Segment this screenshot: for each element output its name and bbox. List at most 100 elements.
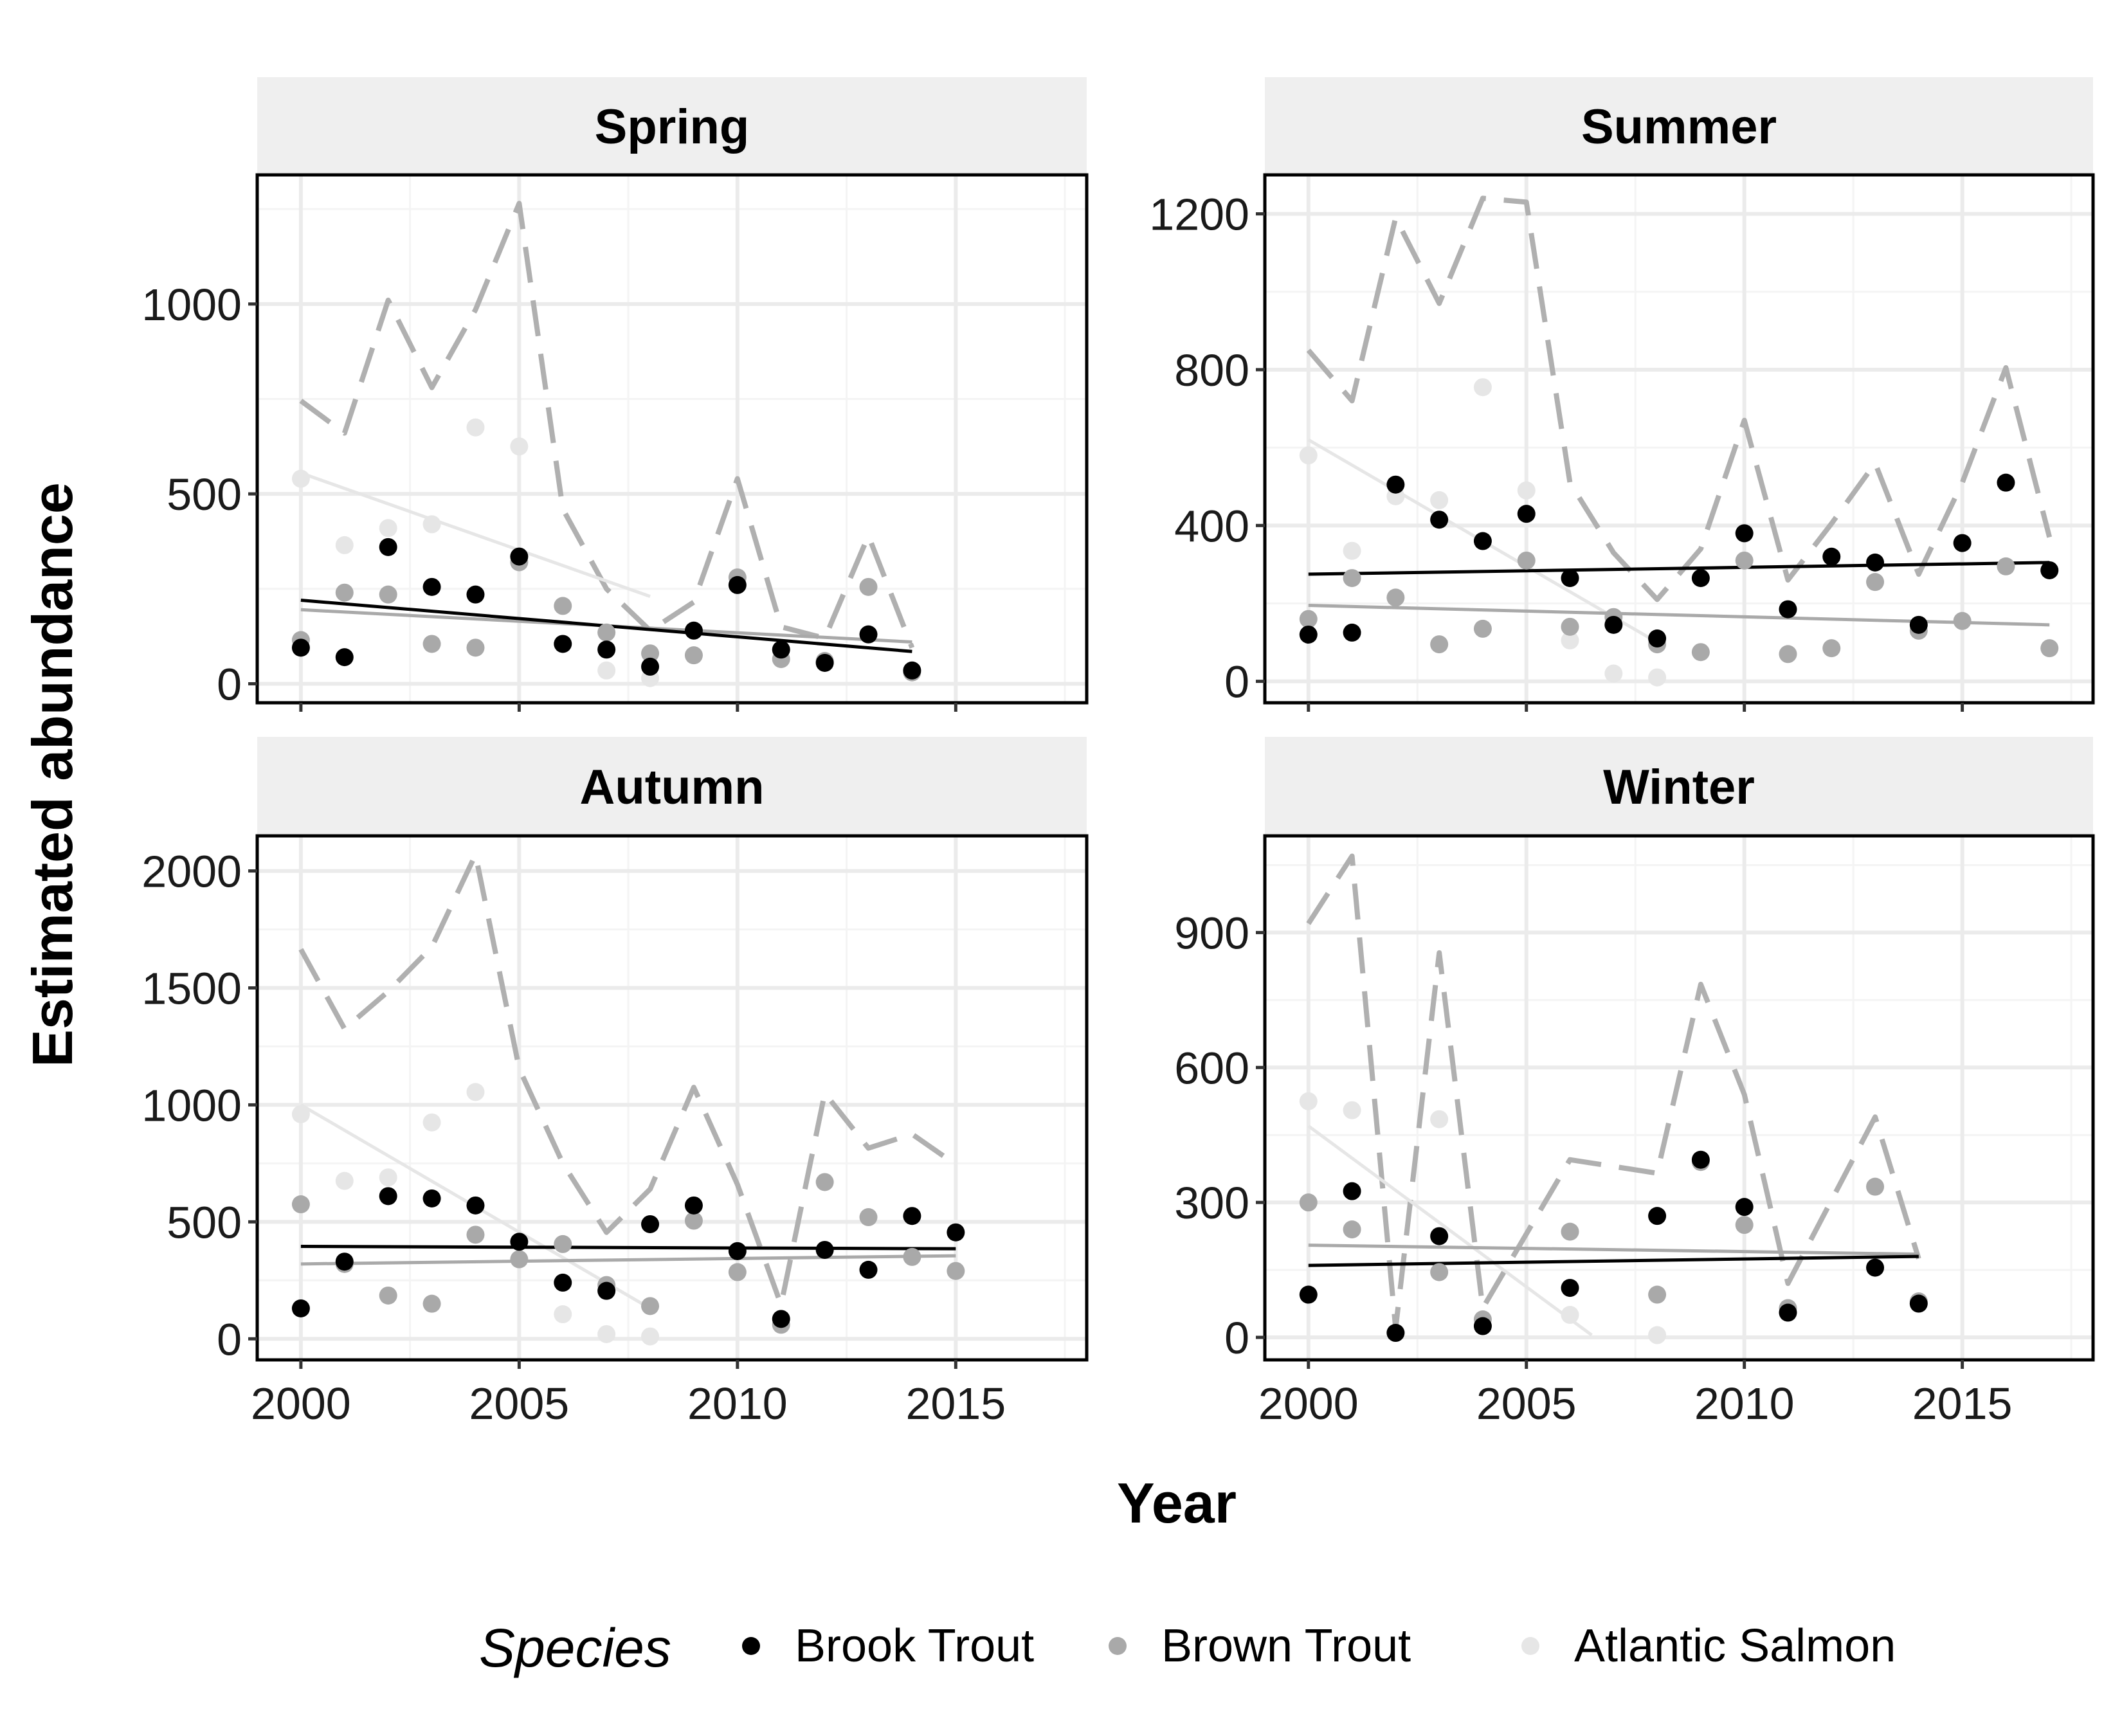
point-brown-trout-2017 — [2040, 639, 2059, 658]
point-brook-trout-2013 — [1866, 553, 1885, 572]
point-brook-trout-2012 — [815, 1240, 834, 1259]
point-brook-trout-2002 — [379, 538, 397, 556]
point-brown-trout-2008 — [641, 644, 660, 663]
point-atlantic-salmon-2007 — [1604, 664, 1623, 683]
grid-summer — [1265, 175, 2093, 703]
point-brook-trout-2001 — [335, 648, 354, 667]
point-brown-trout-2015 — [1953, 611, 1972, 630]
point-brook-trout-2003 — [422, 577, 441, 596]
point-brown-trout-2006 — [554, 597, 572, 615]
point-brown-trout-2008 — [1648, 1285, 1667, 1304]
point-brook-trout-2003 — [1430, 1227, 1449, 1245]
y-tick-label: 900 — [1174, 908, 1249, 958]
point-brown-trout-2006 — [1561, 617, 1579, 636]
point-brook-trout-2010 — [728, 1242, 747, 1260]
point-brook-trout-2005 — [510, 1233, 529, 1251]
point-brook-trout-2012 — [1822, 547, 1841, 566]
x-tick-label: 2015 — [1912, 1379, 2013, 1429]
point-brown-trout-2010 — [1735, 551, 1754, 570]
point-atlantic-salmon-2003 — [422, 515, 441, 534]
point-brook-trout-2006 — [1561, 1279, 1579, 1297]
point-brook-trout-2003 — [1430, 511, 1449, 529]
x-tick-label: 2000 — [1258, 1379, 1359, 1429]
point-brown-trout-2000 — [1299, 610, 1318, 628]
strip-title-autumn: Autumn — [579, 760, 764, 815]
point-brook-trout-2001 — [1343, 1182, 1361, 1200]
point-atlantic-salmon-2001 — [1343, 541, 1361, 560]
point-brown-trout-2009 — [684, 646, 703, 665]
x-tick-label: 2015 — [905, 1379, 1006, 1429]
point-brook-trout-2017 — [2040, 561, 2059, 579]
strip-summer — [1265, 77, 2093, 175]
point-brown-trout-2012 — [1822, 639, 1841, 658]
grid-autumn — [257, 836, 1087, 1360]
data-layer-summer — [1299, 195, 2059, 687]
point-brook-trout-2008 — [641, 1215, 660, 1233]
point-brown-trout-2004 — [466, 1225, 485, 1244]
point-brook-trout-2014 — [1909, 1294, 1928, 1313]
point-brown-trout-2010 — [728, 1263, 747, 1281]
point-brook-trout-2007 — [597, 640, 616, 659]
data-layer-spring — [291, 201, 921, 687]
point-brown-trout-2012 — [815, 1173, 834, 1191]
trend-line-brown-trout — [1308, 604, 2050, 627]
point-brown-trout-2002 — [379, 1286, 397, 1305]
strip-winter — [1265, 737, 2093, 836]
point-atlantic-salmon-2001 — [1343, 1101, 1361, 1119]
point-brook-trout-2005 — [510, 547, 529, 566]
point-atlantic-salmon-2000 — [1299, 1092, 1318, 1110]
total-abundance-line-autumn — [298, 852, 957, 1308]
point-brown-trout-2000 — [1299, 1193, 1318, 1212]
point-brook-trout-2011 — [772, 1310, 790, 1328]
point-brook-trout-2010 — [728, 575, 747, 594]
point-brook-trout-2014 — [903, 1207, 921, 1225]
point-brook-trout-2009 — [1691, 1150, 1710, 1169]
trend-line-brown-trout — [1308, 1243, 1919, 1256]
legend-entry-brown-trout: Brown Trout — [1109, 1620, 1411, 1672]
point-atlantic-salmon-2006 — [554, 1305, 572, 1324]
point-brown-trout-2001 — [1343, 1220, 1361, 1239]
point-brook-trout-2015 — [947, 1223, 965, 1242]
point-brown-trout-2003 — [1430, 1263, 1449, 1281]
strip-title-summer: Summer — [1581, 100, 1777, 154]
point-atlantic-salmon-2006 — [1561, 1306, 1579, 1325]
point-brown-trout-2013 — [859, 1208, 878, 1227]
point-brook-trout-2013 — [859, 1260, 878, 1279]
point-atlantic-salmon-2001 — [335, 536, 354, 554]
point-brook-trout-2012 — [815, 653, 834, 672]
point-atlantic-salmon-2000 — [1299, 446, 1318, 465]
y-tick-label: 300 — [1174, 1178, 1249, 1228]
point-brook-trout-2006 — [1561, 569, 1579, 588]
point-brook-trout-2004 — [466, 585, 485, 604]
trend-line-brown-trout — [300, 1254, 956, 1266]
legend-key-atlantic-salmon — [1521, 1637, 1539, 1655]
y-axis-title: Estimated abundance — [21, 482, 84, 1067]
point-atlantic-salmon-2002 — [379, 1168, 397, 1187]
y-tick-label: 1000 — [141, 1080, 242, 1130]
point-brown-trout-2007 — [597, 623, 616, 642]
point-atlantic-salmon-2000 — [291, 1105, 310, 1123]
point-atlantic-salmon-2007 — [597, 661, 616, 680]
point-brown-trout-2001 — [335, 583, 354, 602]
point-brown-trout-2002 — [1386, 588, 1405, 607]
point-brook-trout-2015 — [1953, 534, 1972, 552]
point-atlantic-salmon-2006 — [1561, 631, 1579, 650]
panel-winter: Winter 0 300 600 900 2000 2005 2010 2015 — [1174, 737, 2095, 1429]
point-atlantic-salmon-2007 — [597, 1325, 616, 1343]
point-brown-trout-2009 — [684, 1211, 703, 1230]
legend-entry-atlantic-salmon: Atlantic Salmon — [1521, 1620, 1896, 1672]
y-tick-label: 800 — [1174, 345, 1249, 395]
point-brook-trout-2011 — [1779, 600, 1797, 619]
point-brook-trout-2011 — [1779, 1303, 1797, 1322]
point-atlantic-salmon-2000 — [291, 469, 310, 488]
trend-line-brook-trout — [1308, 561, 2050, 576]
y-tick-label: 1200 — [1149, 190, 1249, 240]
y-tick-label: 0 — [1224, 1313, 1249, 1363]
panel-autumn: Autumn 0 500 1000 1500 2000 2000 2005 2010 2015 — [141, 737, 1089, 1429]
strip-title-spring: Spring — [595, 100, 750, 154]
point-brown-trout-2016 — [1997, 557, 2015, 575]
point-brown-trout-2005 — [1517, 551, 1536, 570]
point-brook-trout-2005 — [1517, 505, 1536, 523]
point-brook-trout-2000 — [1299, 625, 1318, 644]
point-brown-trout-2000 — [291, 1195, 310, 1214]
